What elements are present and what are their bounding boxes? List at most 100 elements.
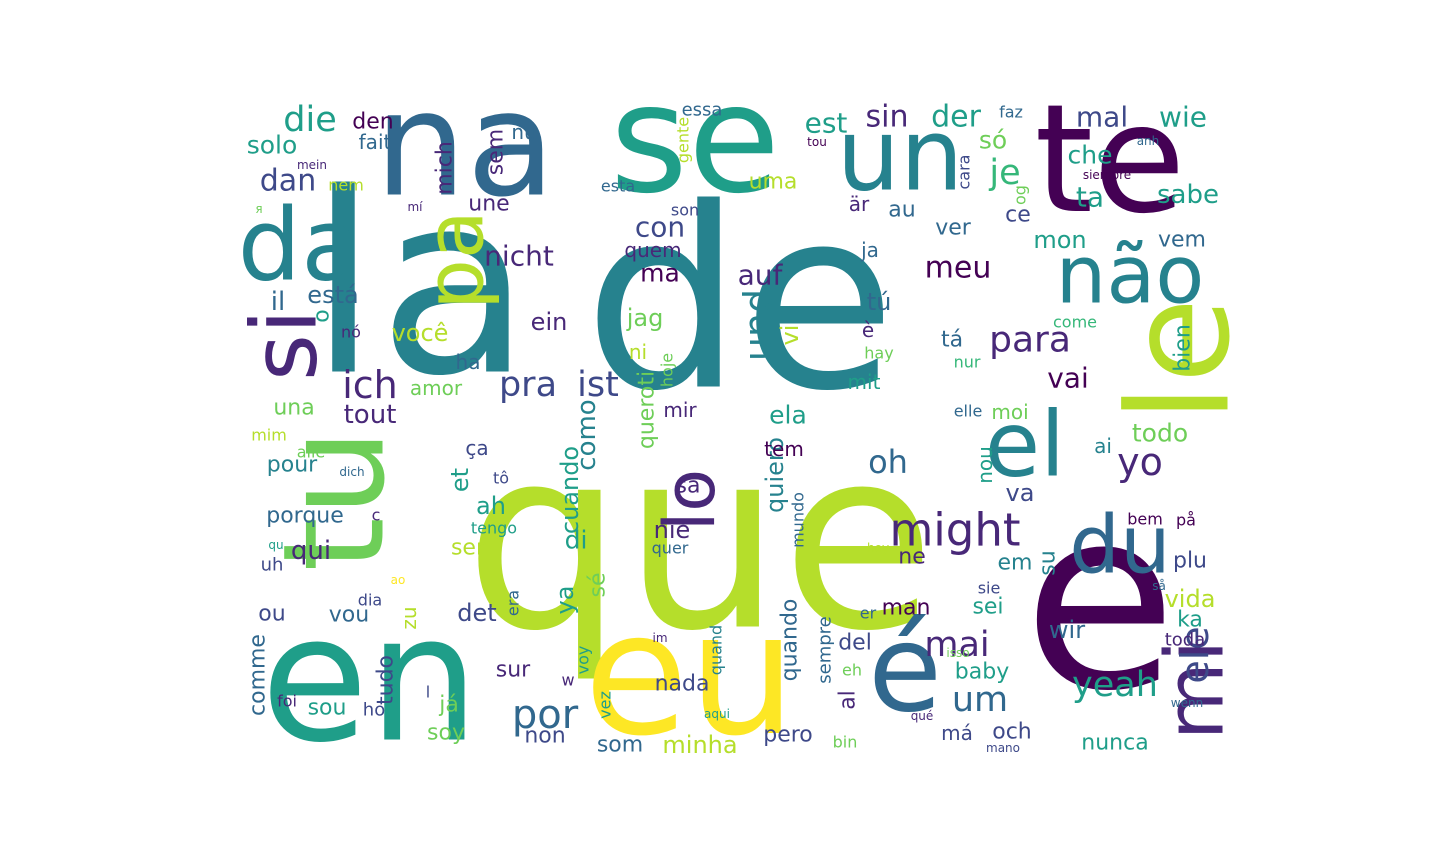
word-84: tout <box>344 400 397 430</box>
word-25: ist <box>577 365 619 405</box>
word-126: su <box>1036 550 1061 575</box>
word-160: voy <box>574 646 593 675</box>
word-10: le <box>1099 297 1262 422</box>
word-0: que <box>465 395 936 686</box>
word-165: esta <box>601 177 635 196</box>
word-80: o <box>310 309 335 322</box>
word-26: yo <box>1117 440 1163 484</box>
word-120: nunca <box>1081 731 1148 756</box>
word-101: qui <box>291 536 331 566</box>
word-136: soy <box>427 721 465 746</box>
word-156: mundo <box>789 492 808 548</box>
word-92: quiero <box>761 437 789 513</box>
word-22: ich <box>342 363 398 407</box>
word-110: zu <box>397 606 421 629</box>
word-123: vida <box>1165 585 1216 613</box>
word-75: você <box>392 319 449 347</box>
word-185: l <box>426 683 430 702</box>
word-117: del <box>838 631 872 656</box>
word-73: tú <box>867 288 892 316</box>
word-141: quando <box>778 599 803 682</box>
word-192: mano <box>986 741 1020 755</box>
word-100: porque <box>266 504 344 529</box>
word-131: comme <box>246 634 271 716</box>
word-36: auf <box>738 259 784 292</box>
word-128: plu <box>1173 549 1207 574</box>
word-108: det <box>457 599 496 627</box>
word-59: ce <box>1005 203 1031 228</box>
word-130: baby <box>955 660 1009 685</box>
word-119: och <box>992 720 1032 745</box>
word-142: sempre <box>815 616 836 684</box>
word-43: mal <box>1076 101 1128 134</box>
word-42: est <box>805 107 848 140</box>
word-158: tengo <box>471 519 517 538</box>
word-113: som <box>597 733 643 758</box>
word-122: ka <box>1177 608 1203 633</box>
word-91: como <box>572 399 602 470</box>
word-159: era <box>504 590 523 616</box>
word-24: pra <box>499 365 557 405</box>
word-107: sé <box>586 573 611 598</box>
word-56: ta <box>1076 181 1104 214</box>
word-60: ver <box>935 216 972 241</box>
word-97: cuando <box>556 446 584 534</box>
word-5: eu <box>584 576 796 774</box>
word-62: är <box>849 192 870 216</box>
word-1: de <box>584 155 897 446</box>
word-195: wenn <box>1171 696 1203 710</box>
word-68: ja <box>860 238 879 262</box>
word-140: dia <box>358 591 382 610</box>
word-167: cara <box>955 155 974 190</box>
word-186: w <box>561 671 574 690</box>
word-191: bin <box>833 733 858 752</box>
word-104: nie <box>654 516 691 544</box>
word-180: alle <box>297 443 326 462</box>
word-151: va <box>1006 479 1035 507</box>
word-32: ele <box>1173 626 1217 683</box>
word-171: faz <box>999 103 1023 122</box>
word-93: queroti <box>635 371 660 449</box>
word-89: todo <box>1132 419 1188 448</box>
word-53: nu <box>511 120 536 144</box>
word-23: por <box>512 692 579 738</box>
word-44: wie <box>1159 101 1207 134</box>
word-132: tudo <box>374 655 399 705</box>
word-7: te <box>1034 73 1185 247</box>
word-154: sie <box>978 579 1001 598</box>
word-177: c <box>372 506 381 525</box>
word-111: sur <box>496 658 531 683</box>
word-12: da <box>238 187 363 304</box>
word-8: tu <box>254 428 417 572</box>
word-51: mich <box>433 141 458 195</box>
word-116: al <box>836 690 861 710</box>
word-27: para <box>989 320 1071 361</box>
word-182: tô <box>493 469 509 488</box>
word-189: aqui <box>704 707 730 721</box>
word-175: я <box>255 202 262 216</box>
word-14: não <box>1056 229 1205 322</box>
word-150: nou <box>973 446 997 484</box>
word-179: mim <box>251 426 287 445</box>
word-184: foi <box>277 692 297 711</box>
word-72: jag <box>626 304 664 332</box>
word-98: sa <box>676 474 701 499</box>
word-81: nó <box>341 323 361 342</box>
word-112: nada <box>655 672 710 697</box>
word-157: quer <box>652 539 689 558</box>
word-163: gente <box>674 117 693 163</box>
word-164: son <box>671 201 699 220</box>
word-9: na <box>375 61 556 230</box>
word-45: je <box>988 153 1020 193</box>
word-17: du <box>1069 499 1170 592</box>
word-4: en <box>261 579 480 782</box>
word-71: ein <box>531 308 568 336</box>
word-118: má <box>941 721 973 745</box>
word-55: che <box>1068 141 1113 170</box>
word-21: might <box>889 504 1020 557</box>
word-134: ho <box>363 700 385 721</box>
word-28: oh <box>868 443 908 481</box>
word-2: e <box>1023 455 1177 746</box>
word-169: siempre <box>1083 168 1131 182</box>
word-79: è <box>862 318 874 342</box>
